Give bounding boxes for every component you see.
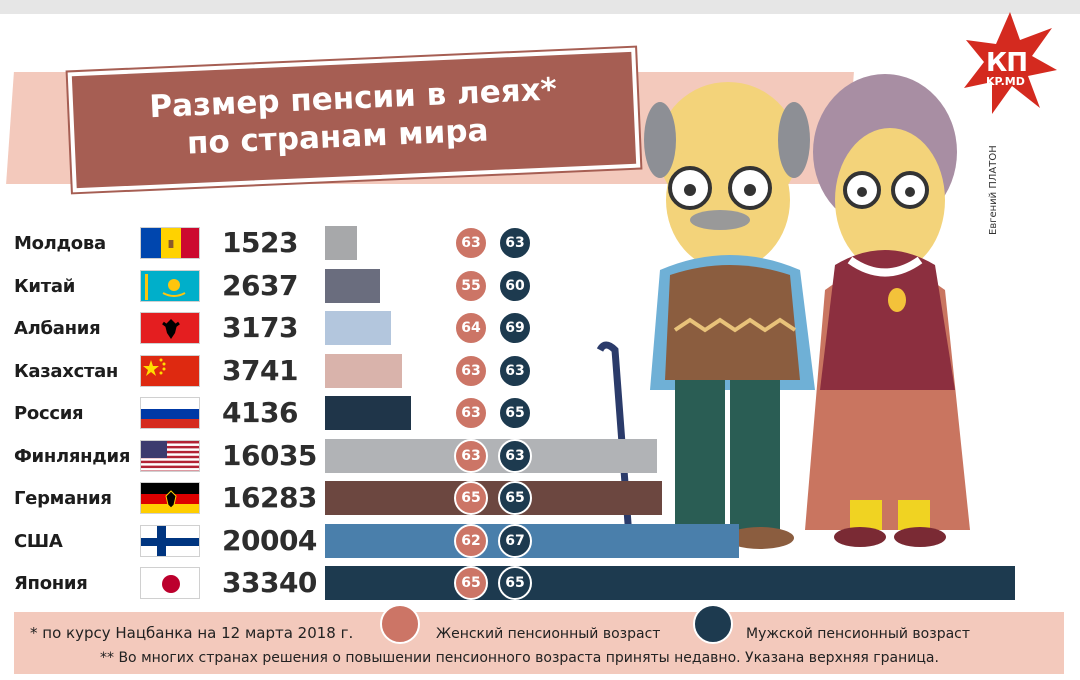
bar (325, 226, 357, 260)
bar (325, 439, 657, 473)
female-age-circle: 65 (454, 481, 488, 515)
value-label: 4136 (222, 396, 298, 429)
country-label: Япония (14, 573, 88, 594)
female-age-circle: 63 (454, 396, 488, 430)
value-label: 3173 (222, 311, 298, 344)
country-label: США (14, 531, 63, 552)
finland-flag-icon (140, 525, 200, 557)
female-age-circle: 55 (454, 269, 488, 303)
male-age-circle: 67 (498, 524, 532, 558)
japan-flag-icon (140, 567, 200, 599)
male-age-circle: 63 (498, 226, 532, 260)
footnote-age: ** Во многих странах решения о повышении… (100, 650, 939, 666)
country-label: Албания (14, 318, 101, 339)
country-label: Молдова (14, 233, 106, 254)
logo-sub-text: KP.MD (986, 75, 1025, 88)
male-age-circle: 65 (498, 566, 532, 600)
bar (325, 566, 1015, 600)
bar (325, 524, 739, 558)
logo-main-text: КП (986, 48, 1028, 78)
china-flag-icon (140, 355, 200, 387)
female-age-circle: 65 (454, 566, 488, 600)
russia-flag-icon (140, 397, 200, 429)
bar (325, 269, 380, 303)
value-label: 16035 (222, 439, 317, 472)
usa-flag-icon (140, 440, 200, 472)
germany-flag-icon (140, 482, 200, 514)
country-label: Казахстан (14, 361, 119, 382)
male-age-circle: 63 (498, 354, 532, 388)
male-age-circle: 65 (498, 396, 532, 430)
country-label: Финляндия (14, 446, 131, 467)
legend-female-label: Женский пенсионный возраст (436, 626, 661, 642)
female-age-circle: 63 (454, 226, 488, 260)
bar (325, 396, 411, 430)
legend-female-swatch (380, 604, 420, 644)
value-label: 1523 (222, 226, 298, 259)
value-label: 3741 (222, 354, 298, 387)
kp-logo-icon (964, 12, 1057, 114)
legend-male-label: Мужской пенсионный возраст (746, 626, 971, 642)
value-label: 33340 (222, 566, 317, 599)
moldova-flag-icon (140, 227, 200, 259)
legend-male-swatch (693, 604, 733, 644)
male-age-circle: 63 (498, 439, 532, 473)
value-label: 2637 (222, 269, 298, 302)
female-age-circle: 62 (454, 524, 488, 558)
female-age-circle: 63 (454, 439, 488, 473)
value-label: 16283 (222, 481, 317, 514)
bar (325, 311, 391, 345)
country-label: Россия (14, 403, 84, 424)
country-label: Китай (14, 276, 76, 297)
elderly-couple-illustration (596, 74, 970, 551)
male-age-circle: 65 (498, 481, 532, 515)
footnote-rate: * по курсу Нацбанка на 12 марта 2018 г. (30, 624, 354, 642)
top-edge (0, 0, 1080, 14)
kazakhstan-flag-icon (140, 270, 200, 302)
male-age-circle: 69 (498, 311, 532, 345)
female-age-circle: 63 (454, 354, 488, 388)
country-label: Германия (14, 488, 112, 509)
footer-band (14, 612, 1064, 674)
female-age-circle: 64 (454, 311, 488, 345)
albania-flag-icon (140, 312, 200, 344)
bar (325, 481, 662, 515)
bar (325, 354, 402, 388)
value-label: 20004 (222, 524, 317, 557)
male-age-circle: 60 (498, 269, 532, 303)
